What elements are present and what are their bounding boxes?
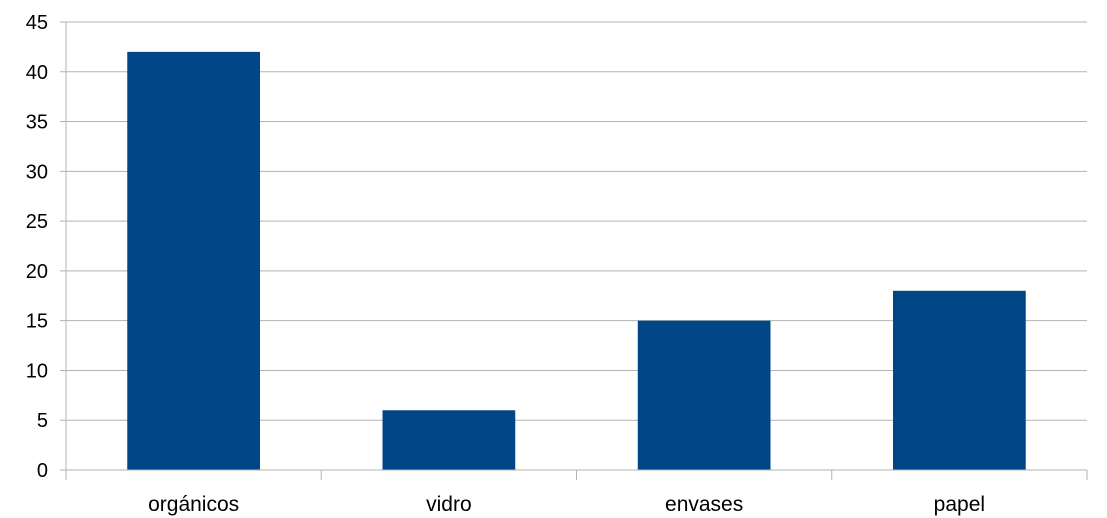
- y-tick-label: 40: [26, 62, 48, 84]
- y-tick-label: 30: [26, 161, 48, 183]
- y-tick-label: 20: [26, 261, 48, 283]
- bar-2: [637, 320, 771, 470]
- x-tick-labels: orgánicos vidro envases papel: [148, 493, 985, 516]
- x-tick-label: orgánicos: [148, 493, 239, 516]
- y-tick-label: 5: [37, 410, 48, 432]
- y-tick-label: 45: [26, 12, 48, 34]
- bar-0: [127, 51, 260, 470]
- y-tick-label: 15: [26, 311, 48, 333]
- x-tick-label: papel: [934, 493, 985, 516]
- x-tick-label: envases: [665, 493, 743, 516]
- y-tick-label: 35: [26, 112, 48, 134]
- x-tick-label: vidro: [426, 493, 472, 516]
- y-tick-label: 10: [26, 360, 48, 382]
- bar-3: [893, 290, 1026, 470]
- bars: [127, 51, 1026, 470]
- bar-1: [382, 410, 516, 470]
- axes: [65, 22, 1088, 480]
- y-tick-label: 0: [37, 460, 48, 482]
- y-tick-labels: 0 5 10 15 20 25 30 35 40 45: [26, 12, 48, 482]
- y-tick-label: 25: [26, 211, 48, 233]
